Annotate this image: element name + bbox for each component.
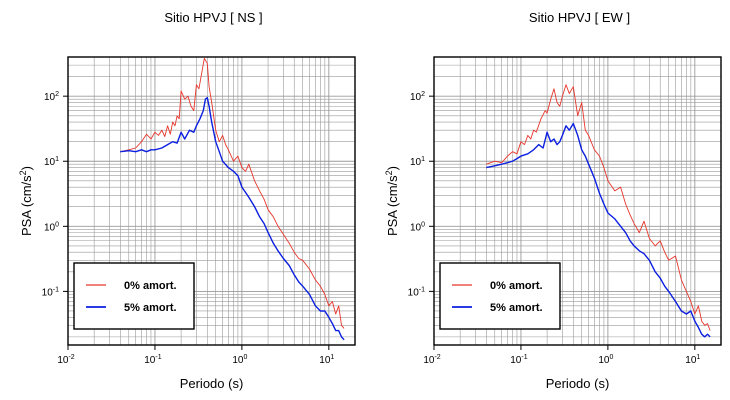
y-tick-label: 101 <box>44 156 59 168</box>
series-line-0-damping <box>120 57 345 329</box>
series-line-5-damping <box>486 122 711 338</box>
y-tick-label: 10-1 <box>42 286 59 298</box>
y-axis-label: PSA (cm/s2) <box>18 166 34 236</box>
plot-frame <box>67 56 356 346</box>
chart-panel-ns: 10-2 10-1 100 101 10-1 100 101 102 Sitio HPVJ [ … <box>18 10 356 391</box>
legend-label-0-damping: 0% amort. <box>490 280 543 292</box>
x-axis-label: Periodo (s) <box>180 376 244 391</box>
legend-box <box>439 262 561 330</box>
x-tick-label: 10-2 <box>423 354 440 366</box>
x-tick-label: 101 <box>685 354 700 366</box>
y-tick-label: 100 <box>44 221 59 233</box>
x-axis-label: Periodo (s) <box>546 376 610 391</box>
y-tick-label: 10-1 <box>408 286 425 298</box>
legend-box <box>73 262 195 330</box>
y-tick-label: 102 <box>44 91 59 103</box>
legend-label-0-damping: 0% amort. <box>124 280 177 292</box>
x-tick-label: 10-2 <box>57 354 74 366</box>
chart-panel-ew: 10-2 10-1 100 101 10-1 100 101 102 Sitio HPVJ [ … <box>384 10 722 391</box>
y-tick-label: 102 <box>410 91 425 103</box>
y-axis-label: PSA (cm/s2) <box>384 166 400 236</box>
series-line-0-damping <box>486 84 711 331</box>
legend-label-5-damping: 5% amort. <box>124 302 177 314</box>
y-tick-label: 101 <box>410 156 425 168</box>
plot-frame <box>433 56 722 346</box>
series-line-5-damping <box>120 96 345 341</box>
y-tick-label: 100 <box>410 221 425 233</box>
chart-title: Sitio HPVJ [ NS ] <box>164 10 262 25</box>
x-tick-label: 101 <box>319 354 334 366</box>
legend-label-5-damping: 5% amort. <box>490 302 543 314</box>
x-tick-label: 100 <box>598 354 613 366</box>
chart-title: Sitio HPVJ [ EW ] <box>529 10 630 25</box>
x-tick-label: 100 <box>232 354 247 366</box>
x-tick-label: 10-1 <box>510 354 527 366</box>
x-tick-label: 10-1 <box>144 354 161 366</box>
